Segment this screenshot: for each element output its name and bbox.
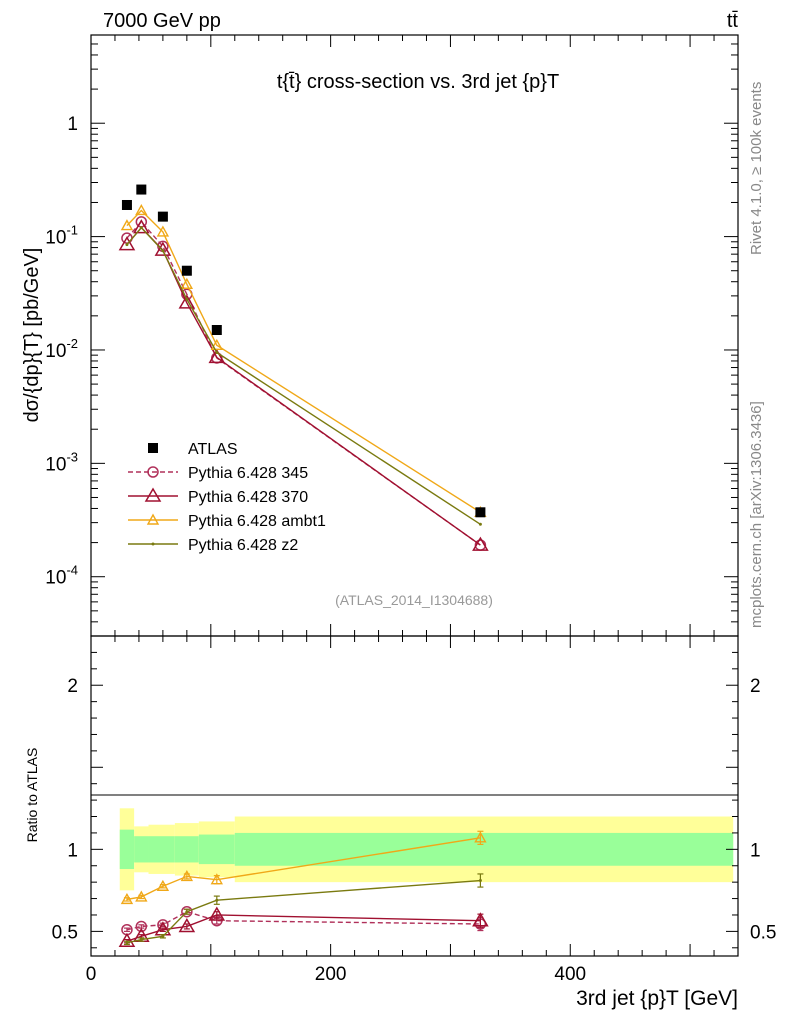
ratio-point-z2 <box>215 898 219 902</box>
data-point-atlas <box>121 199 132 210</box>
y-tick-label: 1 <box>67 114 78 135</box>
y-tick-label: 10-1 <box>45 223 78 249</box>
y-tick-label-right: 2 <box>750 676 761 697</box>
data-point-ambt1 <box>120 219 134 231</box>
data-point-z2 <box>478 522 482 526</box>
y-tick-label: 2 <box>67 676 78 697</box>
uncertainty-band-inner <box>234 832 734 866</box>
y-tick-label-right: 0.5 <box>750 922 776 943</box>
mcplots-label: mcplots.cern.ch [arXiv:1306.3436] <box>748 401 765 628</box>
series-line-ambt1 <box>126 209 481 513</box>
legend-marker-p345 <box>147 466 159 478</box>
ratio-point-p370 <box>118 932 136 947</box>
data-point-ambt1 <box>180 277 194 289</box>
uncertainty-band-inner <box>148 836 175 863</box>
uncertainty-band-inner <box>174 836 199 863</box>
legend-label-p345: Pythia 6.428 345 <box>188 465 308 482</box>
legend-label-ambt1: Pythia 6.428 ambt1 <box>188 513 326 530</box>
x-tick-label: 0 <box>86 964 97 985</box>
x-axis-label: 3rd jet {p}T [GeV] <box>576 987 738 1010</box>
data-point-p370 <box>154 241 172 256</box>
data-point-p370 <box>133 219 150 234</box>
data-point-z2 <box>139 226 143 230</box>
uncertainty-band-inner <box>119 829 135 870</box>
ratio-line-p370 <box>126 914 481 942</box>
main-panel: 1 10-1 10-2 10-3 10-4 t{t̄} cross-section vs… <box>21 34 739 637</box>
ratio-point-p345 <box>135 920 148 933</box>
data-point-p370 <box>208 348 226 364</box>
rivet-label: Rivet 4.1.0, ≥ 100k events <box>748 82 765 255</box>
process-label: tt̄ <box>727 10 739 32</box>
legend-label-p370: Pythia 6.428 370 <box>188 489 308 506</box>
ratio-point-ambt1 <box>120 892 134 905</box>
legend-label-atlas: ATLAS <box>188 441 238 458</box>
y-tick-label: 1 <box>67 840 78 861</box>
legend-marker-atlas <box>148 443 158 453</box>
ratio-point-ambt1 <box>135 890 148 902</box>
ratio-panel: 0 200 400 0.5 0.5 1 1 2 2 Ratio to ATLAS 3rd jet… <box>24 635 776 1010</box>
ratio-point-p345 <box>181 905 193 918</box>
data-point-p370 <box>178 294 196 309</box>
ratio-ylabel: Ratio to ATLAS <box>24 748 40 843</box>
ratio-point-z2 <box>125 941 129 945</box>
legend-marker-p370 <box>144 487 162 502</box>
legend-marker-z2 <box>151 542 155 546</box>
x-tick-label: 400 <box>554 964 586 985</box>
series-line-z2 <box>126 226 481 525</box>
data-point-p370 <box>118 236 136 251</box>
legend-label-z2: Pythia 6.428 z2 <box>188 537 298 554</box>
y-tick-label-right: 1 <box>750 840 761 861</box>
data-point-ambt1 <box>135 204 148 216</box>
analysis-id: (ATLAS_2014_I1304688) <box>335 592 493 608</box>
ratio-point-p370 <box>472 912 489 927</box>
x-tick-label: 200 <box>315 964 347 985</box>
ratio-point-ambt1 <box>180 869 194 882</box>
ratio-point-z2 <box>478 879 482 883</box>
ratio-frame <box>90 635 739 957</box>
legend: ATLAS Pythia 6.428 345 Pythia 6.428 370 Pyt… <box>128 441 326 554</box>
data-point-atlas <box>181 265 192 276</box>
data-point-z2 <box>125 243 129 247</box>
energy-label: 7000 GeV pp <box>103 10 221 32</box>
ratio-point-ambt1 <box>156 879 170 891</box>
ratio-line-p345 <box>126 910 481 931</box>
data-point-z2 <box>161 249 165 253</box>
data-point-p370 <box>472 536 489 551</box>
ratio-point-z2 <box>139 938 143 942</box>
ratio-point-z2 <box>161 934 165 938</box>
uncertainty-band-inner <box>198 834 235 865</box>
ratio-point-p370 <box>208 906 226 921</box>
ratio-line-z2 <box>126 879 481 944</box>
uncertainty-band-inner <box>134 836 149 863</box>
data-point-ambt1 <box>156 225 170 237</box>
ratio-point-ambt1 <box>474 831 487 843</box>
ratio-point-ambt1 <box>210 873 223 885</box>
data-point-atlas <box>475 507 486 518</box>
ratio-point-p370 <box>178 917 196 933</box>
y-tick-label: 10-3 <box>45 449 78 475</box>
y-tick-label: 10-2 <box>45 336 78 362</box>
y-tick-label: 10-4 <box>45 563 78 589</box>
main-ylabel: dσ/{dp}{T} [pb/GeV] <box>21 248 43 423</box>
data-point-atlas <box>211 325 222 336</box>
ratio-point-z2 <box>185 910 189 914</box>
data-point-z2 <box>215 350 219 354</box>
data-point-ambt1 <box>210 338 223 350</box>
data-point-atlas <box>136 184 147 195</box>
main-title: t{t̄} cross-section vs. 3rd jet {p}T <box>277 71 559 93</box>
legend-marker-ambt1 <box>146 513 160 525</box>
y-tick-label: 0.5 <box>52 922 78 943</box>
data-point-z2 <box>185 297 189 301</box>
data-point-atlas <box>157 211 168 222</box>
